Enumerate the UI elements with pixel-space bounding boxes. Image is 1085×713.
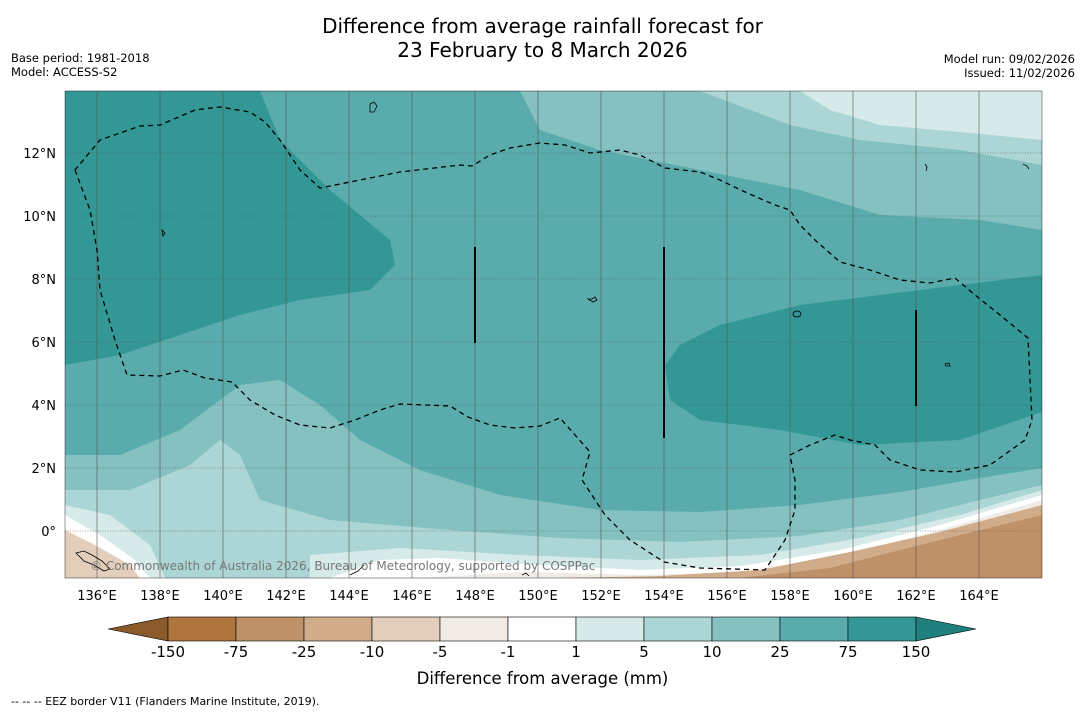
band-75-150-east [665,275,1042,445]
copyright-notice: © Commonwealth of Australia 2026, Bureau… [90,559,595,573]
colorbar-tick-label: -150 [150,643,186,661]
lon-tick: 146°E [392,589,432,604]
lon-tick: 148°E [455,589,495,604]
colorbar-segment [575,616,645,642]
lon-tick: 140°E [203,589,243,604]
title-line-2: 23 February to 8 March 2026 [397,38,688,62]
colorbar-tick-label: -1 [500,643,516,661]
lon-tick: 138°E [140,589,180,604]
eez-borders [74,106,1033,571]
colorbar-segment [439,616,509,642]
colorbar-tick-label: 75 [838,643,858,661]
lon-tick: 150°E [518,589,558,604]
lon-tick: 142°E [266,589,306,604]
eez-legend: -- -- -- EEZ border V11 (Flanders Marine… [11,695,320,708]
colorbar-tick-label: 25 [770,643,790,661]
lat-tick: 10°N [23,210,56,225]
island [1022,163,1030,170]
island [161,228,166,238]
island [924,163,928,172]
band-neg10-south [740,515,1042,578]
lon-tick: 152°E [581,589,621,604]
colorbar-segment [711,616,781,642]
lon-tick: 154°E [644,589,684,604]
anomaly-field [65,91,1042,578]
colorbar-ticks: -150 -75 -25 -10 -5 -1 1 5 10 25 75 150 [0,643,1085,663]
island [75,550,111,572]
islands [75,101,1030,577]
lon-axis: 136°E 138°E 140°E 142°E 144°E 146°E 148°… [77,589,999,604]
lat-tick: 8°N [32,273,57,288]
lon-tick: 156°E [707,589,747,604]
title-line-1: Difference from average rainfall forecas… [322,14,763,38]
lon-tick: 164°E [959,589,999,604]
colorbar-tick-label: -10 [359,643,385,661]
colorbar-segment [371,616,441,642]
island [521,572,530,577]
chart-title: Difference from average rainfall forecas… [0,14,1085,62]
colorbar-tick-label: -25 [291,643,317,661]
base-period: Base period: 1981-2018 [11,51,150,65]
lat-tick: 12°N [23,147,56,162]
model-run: Model run: 09/02/2026 [943,52,1075,66]
island [792,310,802,318]
meta-left: Base period: 1981-2018 Model: ACCESS-S2 [11,51,150,79]
model-name: Model: ACCESS-S2 [11,65,118,79]
lat-tick: 2°N [32,462,57,477]
issued-date: Issued: 11/02/2026 [964,66,1075,80]
lon-tick: 160°E [833,589,873,604]
lon-tick: 136°E [77,589,117,604]
colorbar-segment [847,616,917,642]
tracks [474,247,917,438]
lon-tick: 158°E [770,589,810,604]
graticule [65,91,1042,578]
plot-frame [64,90,1043,579]
eez-border-line [74,106,1033,571]
band-75-150-nw [65,91,395,365]
band-neg-sw [65,530,140,578]
colorbar-tick-label: 150 [901,643,931,661]
colorbar-segment [167,616,237,642]
island [369,101,378,113]
colorbar-tick-label: 1 [571,643,581,661]
colorbar-segment [303,616,373,642]
colorbar [107,616,977,642]
band-1-5-ne [800,91,1042,140]
colorbar-segment [507,616,577,642]
colorbar-label: Difference from average (mm) [416,669,669,688]
colorbar-segment [779,616,849,642]
lat-tick: 6°N [32,336,57,351]
colorbar-tick-label: 10 [702,643,722,661]
lat-tick: 0° [41,525,56,540]
colorbar-segment [643,616,713,642]
colorbar-tick-label: 5 [639,643,649,661]
colorbar-tick-label: -75 [223,643,249,661]
colorbar-extend-low [107,616,169,642]
island [586,296,598,303]
lat-axis: 12°N 10°N 8°N 6°N 4°N 2°N 0° [23,147,56,540]
island [944,362,951,367]
colorbar-tick-label: -5 [432,643,448,661]
meta-right: Model run: 09/02/2026 Issued: 11/02/2026 [944,52,1075,80]
band-5-10-south [65,440,1042,578]
colorbar-extend-high [915,616,977,642]
lon-tick: 162°E [896,589,936,604]
lon-tick: 144°E [329,589,369,604]
island [349,564,365,576]
colorbar-segment [235,616,305,642]
lat-tick: 4°N [32,399,57,414]
